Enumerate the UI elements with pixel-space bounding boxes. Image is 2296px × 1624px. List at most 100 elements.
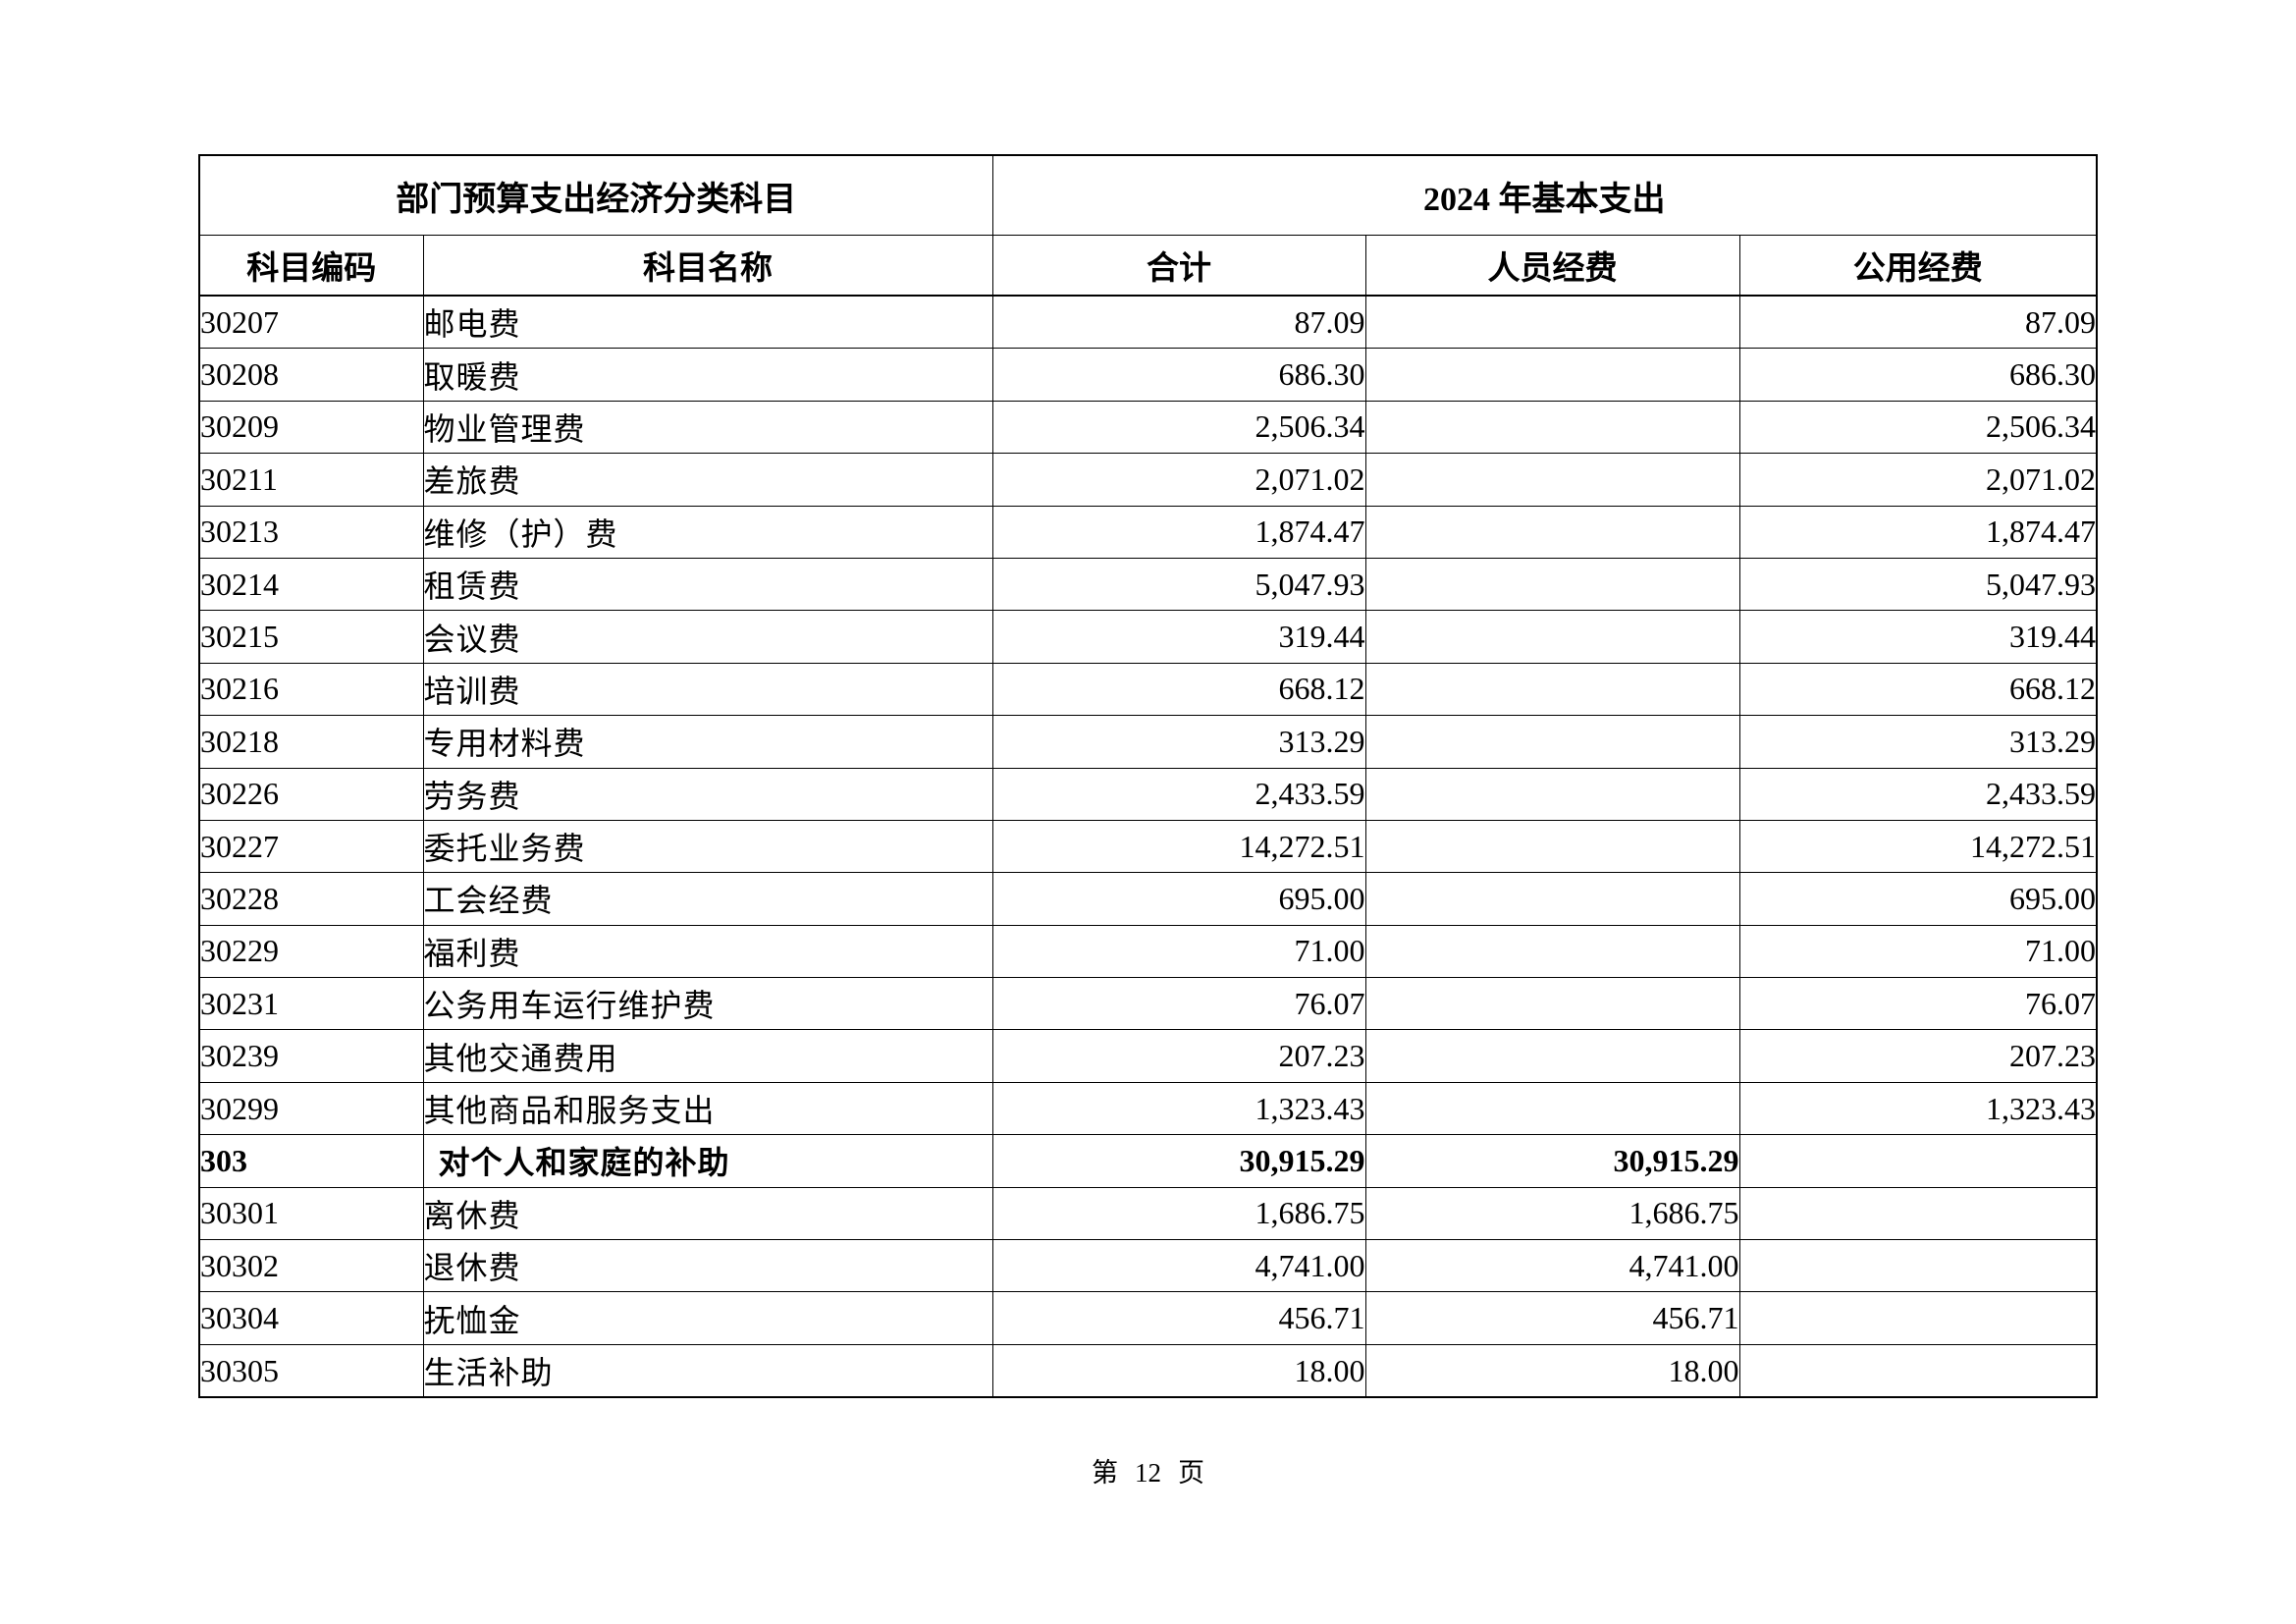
table-column-header-row: 科目编码 科目名称 合计 人员经费 公用经费	[198, 235, 2098, 297]
table-row: 303 对个人和家庭的补助 30,915.29 30,915.29	[198, 1134, 2098, 1188]
total-amount-cell: 1,686.75	[991, 1186, 1366, 1241]
table-row: 30215 会议费 319.44 319.44	[198, 610, 2098, 664]
public-expense-cell: 313.29	[1738, 715, 2098, 769]
subject-name-cell: 专用材料费	[422, 715, 993, 769]
personnel-expense-cell	[1364, 1081, 1740, 1136]
total-amount-cell: 207.23	[991, 1029, 1366, 1083]
subject-name-cell: 物业管理费	[422, 400, 993, 455]
table-row: 30228 工会经费 695.00 695.00	[198, 872, 2098, 926]
total-amount-cell: 87.09	[991, 295, 1366, 350]
table-row: 30231 公务用车运行维护费 76.07 76.07	[198, 977, 2098, 1031]
personnel-expense-cell	[1364, 715, 1740, 769]
public-expense-cell: 207.23	[1738, 1029, 2098, 1083]
subject-code-cell: 30231	[198, 977, 424, 1031]
personnel-expense-cell	[1364, 557, 1740, 612]
column-header-subject-code: 科目编码	[198, 235, 424, 297]
total-amount-cell: 5,047.93	[991, 557, 1366, 612]
total-amount-cell: 4,741.00	[991, 1239, 1366, 1293]
header-2024-basic-expenditure: 2024 年基本支出	[991, 154, 2098, 236]
personnel-expense-cell	[1364, 505, 1740, 559]
subject-name-cell: 福利费	[422, 924, 993, 979]
personnel-expense-cell	[1364, 977, 1740, 1031]
table-row: 30304 抚恤金 456.71 456.71	[198, 1291, 2098, 1345]
personnel-expense-cell: 456.71	[1364, 1291, 1740, 1345]
subject-code-cell: 30305	[198, 1343, 424, 1398]
subject-name-cell: 抚恤金	[422, 1291, 993, 1345]
total-amount-cell: 18.00	[991, 1343, 1366, 1398]
public-expense-cell	[1738, 1134, 2098, 1188]
table-row: 30209 物业管理费 2,506.34 2,506.34	[198, 400, 2098, 455]
subject-name-cell: 邮电费	[422, 295, 993, 350]
public-expense-cell: 319.44	[1738, 610, 2098, 664]
subject-code-cell: 30239	[198, 1029, 424, 1083]
personnel-expense-cell	[1364, 453, 1740, 507]
total-amount-cell: 695.00	[991, 872, 1366, 926]
personnel-expense-cell	[1364, 348, 1740, 402]
table-row: 30301 离休费 1,686.75 1,686.75	[198, 1186, 2098, 1241]
subject-name-cell: 会议费	[422, 610, 993, 664]
footer-suffix: 页	[1178, 1458, 1204, 1488]
subject-name-cell: 对个人和家庭的补助	[422, 1134, 993, 1188]
public-expense-cell: 2,433.59	[1738, 767, 2098, 821]
public-expense-cell: 2,071.02	[1738, 453, 2098, 507]
subject-code-cell: 30229	[198, 924, 424, 979]
subject-code-cell: 30213	[198, 505, 424, 559]
subject-name-cell: 劳务费	[422, 767, 993, 821]
subject-code-cell: 30209	[198, 400, 424, 455]
page-footer: 第 12 页	[0, 1451, 2296, 1489]
subject-code-cell: 30227	[198, 819, 424, 874]
subject-name-cell: 其他商品和服务支出	[422, 1081, 993, 1136]
subject-code-cell: 30228	[198, 872, 424, 926]
subject-code-cell: 30208	[198, 348, 424, 402]
personnel-expense-cell: 4,741.00	[1364, 1239, 1740, 1293]
subject-code-cell: 30216	[198, 662, 424, 717]
subject-name-cell: 培训费	[422, 662, 993, 717]
personnel-expense-cell: 1,686.75	[1364, 1186, 1740, 1241]
table-row: 30213 维修（护）费 1,874.47 1,874.47	[198, 505, 2098, 559]
public-expense-cell: 2,506.34	[1738, 400, 2098, 455]
subject-name-cell: 维修（护）费	[422, 505, 993, 559]
personnel-expense-cell: 18.00	[1364, 1343, 1740, 1398]
personnel-expense-cell: 30,915.29	[1364, 1134, 1740, 1188]
public-expense-cell	[1738, 1186, 2098, 1241]
subject-name-cell: 退休费	[422, 1239, 993, 1293]
subject-code-cell: 30207	[198, 295, 424, 350]
personnel-expense-cell	[1364, 924, 1740, 979]
total-amount-cell: 71.00	[991, 924, 1366, 979]
subject-code-cell: 30301	[198, 1186, 424, 1241]
subject-name-cell: 离休费	[422, 1186, 993, 1241]
subject-code-cell: 30302	[198, 1239, 424, 1293]
footer-page-number: 12	[1135, 1458, 1161, 1488]
table-row: 30214 租赁费 5,047.93 5,047.93	[198, 557, 2098, 612]
subject-code-cell: 30226	[198, 767, 424, 821]
total-amount-cell: 456.71	[991, 1291, 1366, 1345]
total-amount-cell: 30,915.29	[991, 1134, 1366, 1188]
footer-prefix: 第	[1092, 1458, 1118, 1488]
subject-code-cell: 30211	[198, 453, 424, 507]
public-expense-cell: 1,323.43	[1738, 1081, 2098, 1136]
total-amount-cell: 2,433.59	[991, 767, 1366, 821]
public-expense-cell: 14,272.51	[1738, 819, 2098, 874]
subject-name-cell: 其他交通费用	[422, 1029, 993, 1083]
total-amount-cell: 2,506.34	[991, 400, 1366, 455]
column-header-personnel-expense: 人员经费	[1364, 235, 1740, 297]
table-row: 30299 其他商品和服务支出 1,323.43 1,323.43	[198, 1081, 2098, 1136]
total-amount-cell: 14,272.51	[991, 819, 1366, 874]
column-header-subject-name: 科目名称	[422, 235, 993, 297]
subject-code-cell: 30214	[198, 557, 424, 612]
public-expense-cell: 87.09	[1738, 295, 2098, 350]
personnel-expense-cell	[1364, 819, 1740, 874]
total-amount-cell: 313.29	[991, 715, 1366, 769]
subject-code-cell: 303	[198, 1134, 424, 1188]
subject-code-cell: 30215	[198, 610, 424, 664]
subject-name-cell: 工会经费	[422, 872, 993, 926]
public-expense-cell: 686.30	[1738, 348, 2098, 402]
table-group-header-row: 部门预算支出经济分类科目 2024 年基本支出	[198, 154, 2098, 236]
header-economic-classification-subjects: 部门预算支出经济分类科目	[198, 154, 993, 236]
public-expense-cell	[1738, 1291, 2098, 1345]
public-expense-cell: 695.00	[1738, 872, 2098, 926]
table-row: 30218 专用材料费 313.29 313.29	[198, 715, 2098, 769]
personnel-expense-cell	[1364, 662, 1740, 717]
total-amount-cell: 76.07	[991, 977, 1366, 1031]
table-row: 30216 培训费 668.12 668.12	[198, 662, 2098, 717]
